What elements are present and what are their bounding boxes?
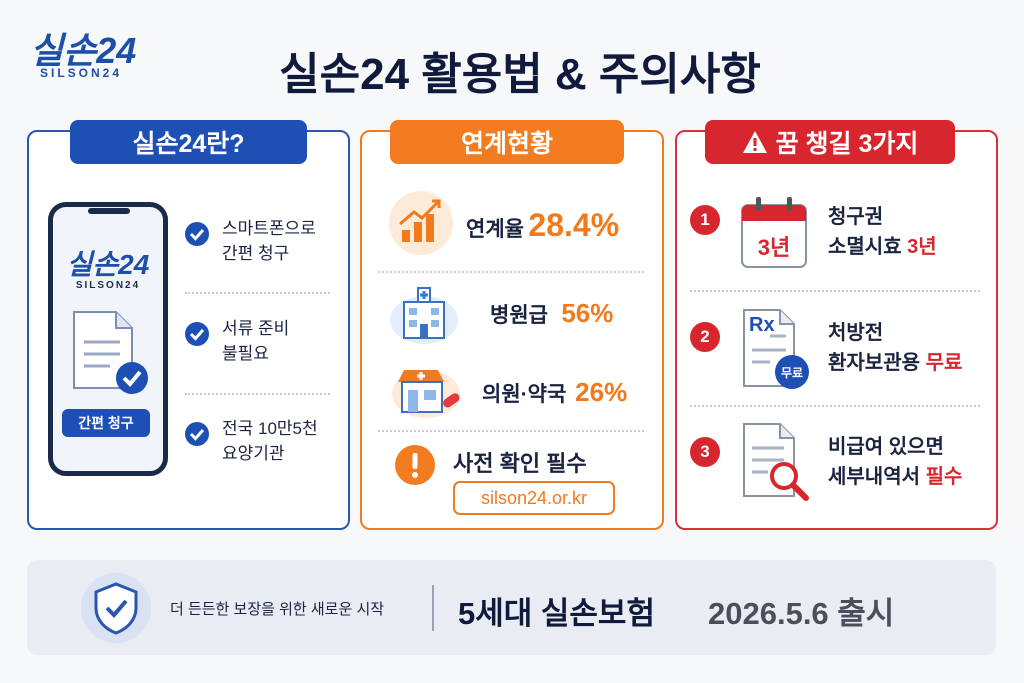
stat-value: 28.4% [528, 207, 620, 243]
stat-label: 병원급 [490, 304, 548, 327]
separator [378, 271, 644, 273]
separator [690, 290, 980, 292]
badge: 무료 [780, 366, 804, 380]
check-icon [185, 322, 209, 346]
panel-header-text: 꿈 챙길 3가지 [775, 130, 919, 158]
separator [185, 393, 330, 395]
item-highlight: 무료 [925, 352, 963, 374]
panel-header: 연계현황 [390, 120, 624, 164]
launch: 2026.5.6 출시 [708, 596, 895, 631]
separator [378, 430, 644, 432]
item-highlight: 필수 [925, 466, 963, 488]
tagline: 더 든든한 보장을 위한 새로운 시작 [170, 601, 385, 618]
item-line: 세부내역서 [828, 466, 920, 488]
phone-notch [88, 208, 130, 214]
divider [432, 585, 434, 631]
item-highlight: 3년 [907, 236, 937, 258]
item-line: 소멸시효 [828, 236, 902, 258]
feature-line: 요양기관 [222, 444, 285, 463]
panel-header: 실손24란? [70, 120, 307, 164]
item-number: 1 [690, 205, 720, 235]
item-line: 청구권 [828, 206, 884, 228]
warning-icon [742, 131, 767, 153]
calendar-icon [741, 197, 807, 268]
phone-logo-sub: SILSON24 [75, 280, 141, 291]
url: silson24.or.kr [453, 481, 615, 515]
hospital-icon [390, 287, 458, 344]
separator [690, 405, 980, 407]
document-icon [73, 311, 148, 394]
item-number: 2 [690, 322, 720, 352]
phone-logo: 실손24 [66, 249, 150, 280]
stat-value: 56% [561, 298, 614, 328]
alert-icon [395, 445, 435, 485]
feature-line: 불필요 [222, 344, 269, 363]
logo: 실손24 [30, 30, 137, 71]
panel-header: 꿈 챙길 3가지 [705, 120, 955, 164]
calendar-text: 3년 [757, 235, 791, 260]
item-line: 환자보관용 [828, 352, 920, 374]
item-number: 3 [690, 437, 720, 467]
footer [27, 560, 996, 655]
feature-line: 간편 청구 [222, 244, 290, 263]
check-icon [185, 422, 209, 446]
feature-line: 스마트폰으로 [222, 219, 316, 238]
stat: 연계율 28.4% [466, 207, 619, 244]
prescription-icon [743, 309, 809, 389]
pharmacy-icon [392, 370, 460, 418]
title: 실손24 활용법 & 주의사항 [279, 50, 761, 99]
shield-icon [81, 573, 151, 643]
item-line: 처방전 [828, 322, 884, 344]
stat-value: 26% [575, 377, 628, 407]
product: 5세대 실손보험 [458, 596, 655, 631]
feature-line: 전국 10만5천 [222, 419, 318, 438]
stat-label: 의원·약국 [482, 383, 567, 406]
check-icon [185, 222, 209, 246]
stat-label: 연계율 [466, 218, 524, 241]
separator [185, 292, 330, 294]
logo-sub: SILSON24 [40, 66, 123, 80]
chart-icon [389, 191, 453, 255]
phone-button: 간편 청구 [62, 409, 150, 437]
stat: 의원·약국 26% [482, 377, 627, 408]
stat: 병원급 56% [490, 298, 613, 329]
rx-text: Rx [749, 314, 775, 336]
feature-line: 서류 준비 [222, 319, 290, 338]
receipt-search-icon [743, 423, 809, 501]
notice: 사전 확인 필수 [453, 451, 587, 476]
panel [675, 130, 998, 530]
item-line: 비급여 있으면 [828, 436, 944, 458]
